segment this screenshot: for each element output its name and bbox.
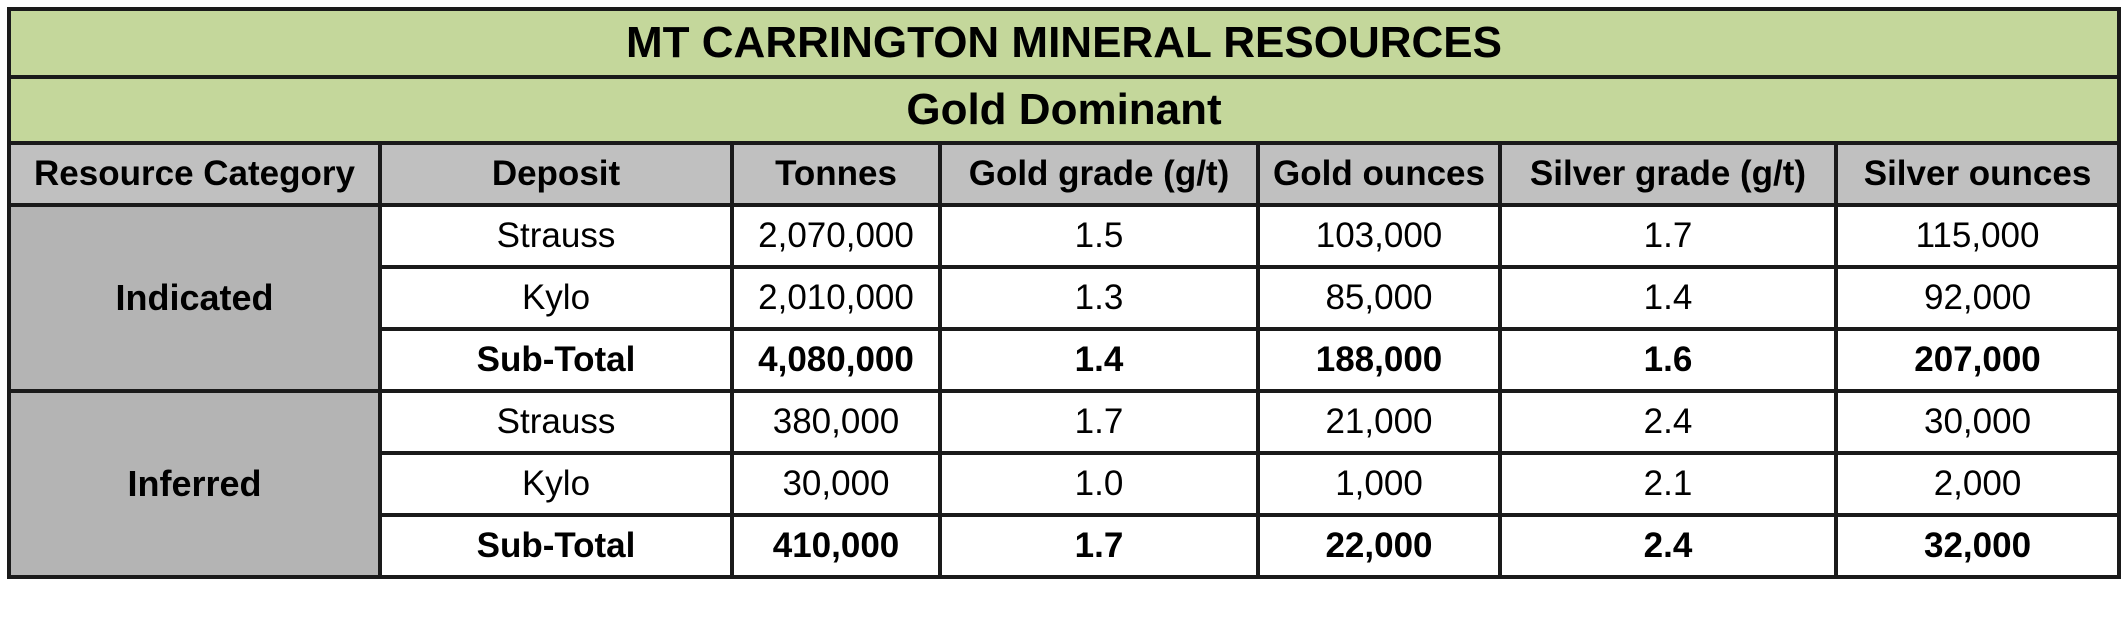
deposit-cell: Strauss bbox=[378, 203, 734, 269]
silver-ounces-cell: 115,000 bbox=[1833, 203, 2122, 269]
table-row: Inferred Strauss 380,000 1.7 21,000 2.4 … bbox=[7, 389, 2122, 579]
subtotal-row: Sub-Total 4,080,000 1.4 188,000 1.6 207,… bbox=[9, 327, 2122, 393]
category-cell-indicated: Indicated bbox=[7, 203, 382, 393]
tonnes-cell: 2,070,000 bbox=[730, 203, 942, 269]
table-row: Kylo 30,000 1.0 1,000 2.1 2,000 bbox=[9, 451, 2122, 517]
gold-ounces-cell: 21,000 bbox=[1256, 389, 1502, 455]
silver-ounces-cell: 207,000 bbox=[1833, 327, 2122, 393]
tonnes-cell: 4,080,000 bbox=[730, 327, 942, 393]
header-gold-grade: Gold grade (g/t) bbox=[938, 141, 1260, 207]
deposit-cell: Strauss bbox=[378, 389, 734, 455]
silver-ounces-cell: 92,000 bbox=[1833, 265, 2122, 331]
header-gold-ounces: Gold ounces bbox=[1256, 141, 1502, 207]
silver-grade-cell: 2.4 bbox=[1498, 389, 1838, 455]
gold-ounces-cell: 1,000 bbox=[1256, 451, 1502, 517]
gold-grade-cell: 1.7 bbox=[938, 513, 1260, 579]
gold-grade-cell: 1.5 bbox=[938, 203, 1260, 269]
header-silver-ounces: Silver ounces bbox=[1833, 141, 2122, 207]
tonnes-cell: 30,000 bbox=[730, 451, 942, 517]
tonnes-cell: 410,000 bbox=[730, 513, 942, 579]
gold-grade-cell: 1.3 bbox=[938, 265, 1260, 331]
gold-ounces-cell: 103,000 bbox=[1256, 203, 1502, 269]
silver-grade-cell: 1.7 bbox=[1498, 203, 1838, 269]
deposit-cell: Kylo bbox=[378, 265, 734, 331]
header-resource-category: Resource Category bbox=[7, 141, 382, 207]
silver-ounces-cell: 32,000 bbox=[1833, 513, 2122, 579]
header-tonnes: Tonnes bbox=[730, 141, 942, 207]
header-silver-grade: Silver grade (g/t) bbox=[1498, 141, 1838, 207]
table-row: Indicated Strauss 2,070,000 1.5 103,000 … bbox=[7, 203, 2122, 393]
deposit-cell: Sub-Total bbox=[378, 513, 734, 579]
gold-grade-cell: 1.4 bbox=[938, 327, 1260, 393]
header-deposit: Deposit bbox=[378, 141, 734, 207]
category-cell-inferred: Inferred bbox=[7, 389, 382, 579]
column-header-row: Resource Category Deposit Tonnes Gold gr… bbox=[7, 141, 2122, 207]
table-title: MT CARRINGTON MINERAL RESOURCES bbox=[6, 7, 2122, 79]
silver-ounces-cell: 2,000 bbox=[1833, 451, 2122, 517]
table-subtitle: Gold Dominant bbox=[6, 75, 2122, 145]
gold-ounces-cell: 188,000 bbox=[1256, 327, 1502, 393]
gold-grade-cell: 1.7 bbox=[938, 389, 1260, 455]
gold-grade-cell: 1.0 bbox=[938, 451, 1260, 517]
deposit-cell: Kylo bbox=[378, 451, 734, 517]
silver-grade-cell: 1.6 bbox=[1498, 327, 1838, 393]
subtitle-row: Gold Dominant bbox=[6, 75, 2122, 145]
tonnes-cell: 380,000 bbox=[730, 389, 942, 455]
tonnes-cell: 2,010,000 bbox=[730, 265, 942, 331]
silver-grade-cell: 1.4 bbox=[1498, 265, 1838, 331]
mineral-resources-table: MT CARRINGTON MINERAL RESOURCES Gold Dom… bbox=[6, 7, 2122, 579]
silver-grade-cell: 2.4 bbox=[1498, 513, 1838, 579]
deposit-cell: Sub-Total bbox=[378, 327, 734, 393]
gold-ounces-cell: 22,000 bbox=[1256, 513, 1502, 579]
table-row: Kylo 2,010,000 1.3 85,000 1.4 92,000 bbox=[9, 265, 2122, 331]
subtotal-row: Sub-Total 410,000 1.7 22,000 2.4 32,000 bbox=[9, 513, 2122, 579]
title-row: MT CARRINGTON MINERAL RESOURCES bbox=[6, 7, 2122, 79]
silver-ounces-cell: 30,000 bbox=[1833, 389, 2122, 455]
gold-ounces-cell: 85,000 bbox=[1256, 265, 1502, 331]
resources-table-container: MT CARRINGTON MINERAL RESOURCES Gold Dom… bbox=[6, 7, 2122, 579]
silver-grade-cell: 2.1 bbox=[1498, 451, 1838, 517]
